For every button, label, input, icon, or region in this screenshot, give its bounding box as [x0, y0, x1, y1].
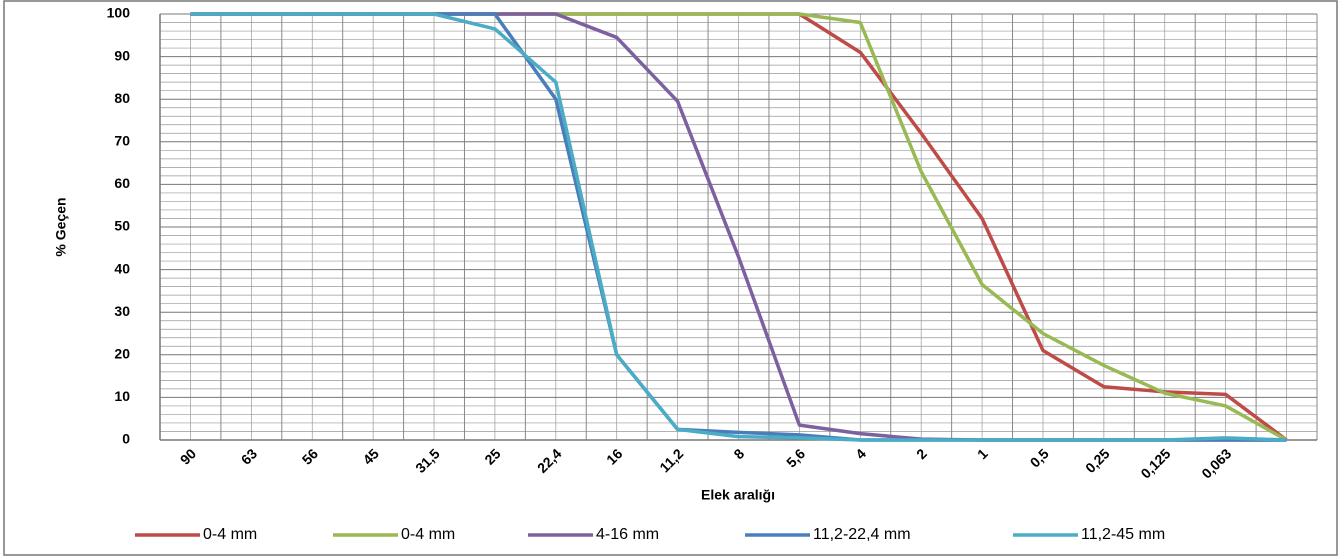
y-axis-title: % Geçen [53, 197, 69, 256]
y-tick-label: 100 [107, 5, 131, 21]
data-line [190, 12, 1287, 442]
y-tick-label: 30 [114, 303, 130, 319]
y-tick-label: 50 [114, 218, 130, 234]
y-tick-label: 90 [114, 47, 130, 63]
x-axis-title: Elek aralığı [701, 487, 775, 503]
legend-label: 11,2-45 mm [1081, 526, 1165, 543]
y-tick-label: 70 [114, 133, 130, 149]
legend-label: 0-4 mm [401, 526, 455, 543]
y-tick-label: 80 [114, 90, 130, 106]
y-tick-label: 60 [114, 175, 130, 191]
legend-label: 0-4 mm [203, 526, 257, 543]
y-tick-label: 20 [114, 346, 130, 362]
legend-label: 4-16 mm [596, 526, 659, 543]
y-tick-label: 40 [114, 260, 130, 276]
y-tick-label: 10 [114, 388, 130, 404]
y-tick-label: 0 [122, 431, 130, 447]
legend-label: 11,2-22,4 mm [813, 526, 911, 543]
